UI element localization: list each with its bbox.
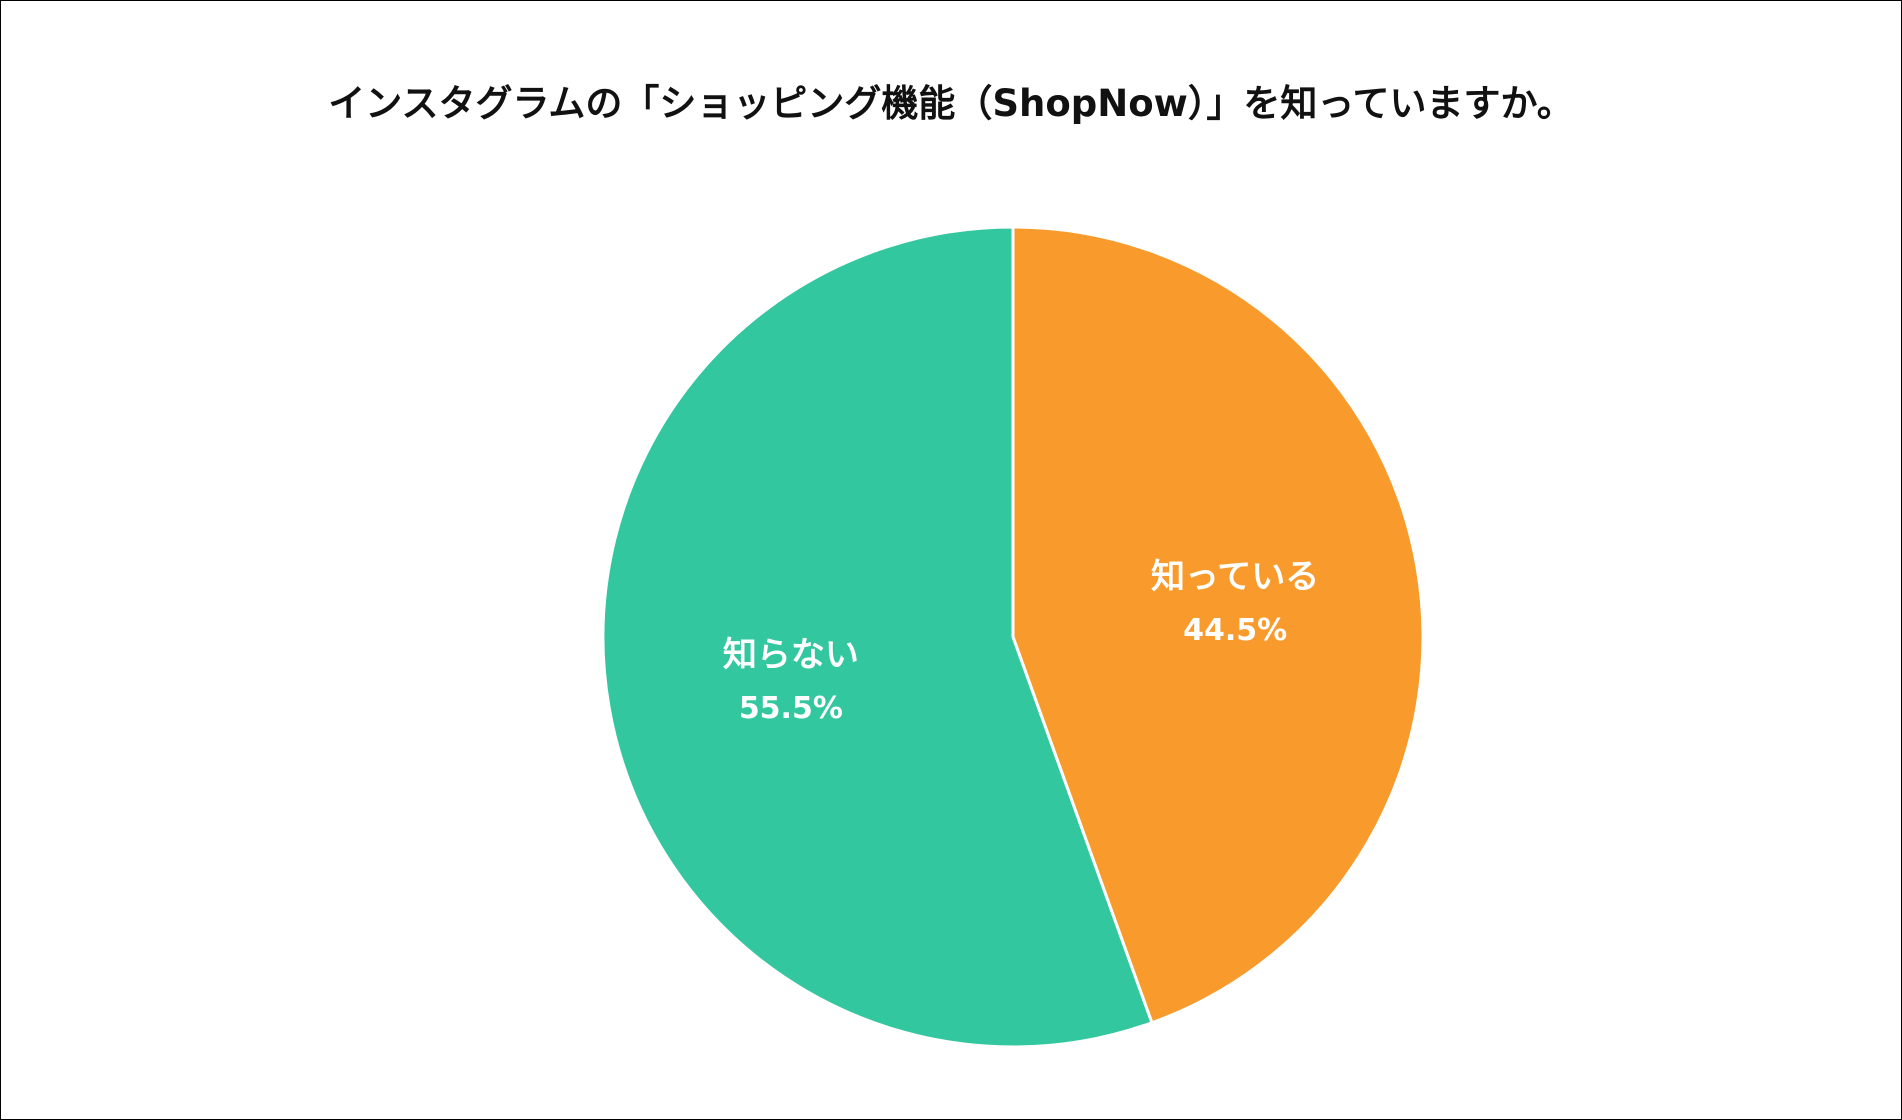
slice-value-label: 44.5% [1183, 613, 1287, 648]
slice-category-label: 知っている [1151, 557, 1319, 597]
pie-slices [601, 225, 1425, 1049]
chart-title: インスタグラムの「ショッピング機能（ShopNow）」を知っていますか。 [328, 82, 1574, 125]
slice-category-label: 知らない [723, 635, 859, 675]
pie-slice-2 [601, 225, 1154, 1049]
slice-value-label: 55.5% [739, 691, 843, 726]
pie-labels: 知っている 44.5% 知らない 55.5% [723, 557, 1319, 726]
pie-slice-1 [1011, 225, 1425, 1025]
